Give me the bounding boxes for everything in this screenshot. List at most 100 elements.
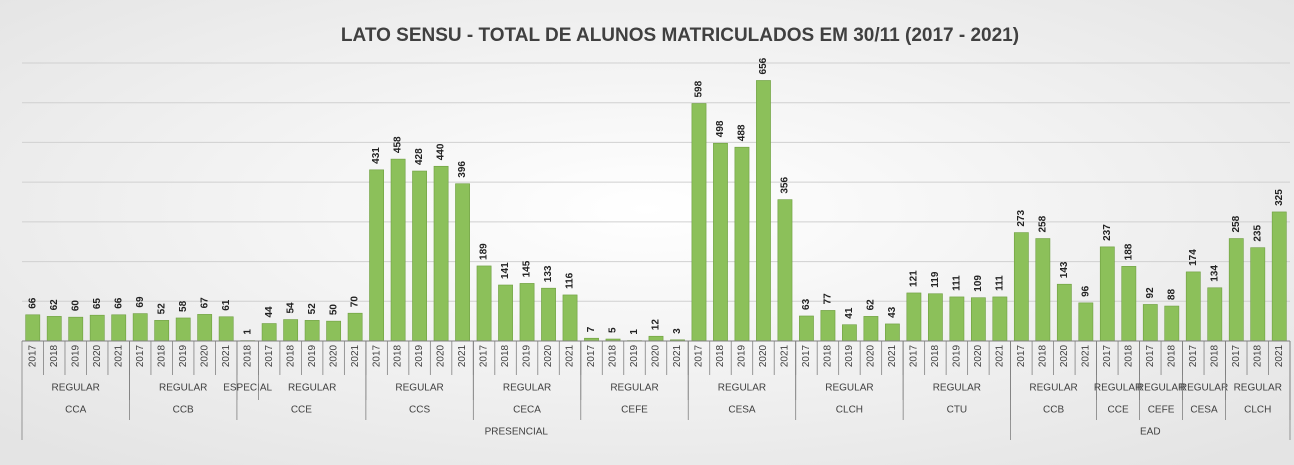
bar (648, 335, 664, 342)
x-tick-label: 2018 (285, 344, 296, 367)
bar (390, 158, 406, 342)
bar (154, 320, 170, 342)
value-label: 54 (285, 302, 296, 314)
bar (111, 314, 127, 342)
x-tick-label: 2019 (844, 344, 855, 367)
bar (218, 316, 234, 342)
value-label: 656 (758, 57, 769, 74)
chart-title: LATO SENSU - TOTAL DE ALUNOS MATRICULADO… (341, 25, 1019, 46)
value-label: 174 (1188, 249, 1199, 266)
x-tick-label: 2021 (457, 344, 468, 367)
center-label: CCS (409, 405, 430, 416)
x-tick-label: 2020 (543, 344, 554, 367)
value-label: 92 (1145, 287, 1156, 299)
bar (949, 296, 965, 342)
x-tick-label: 2018 (156, 344, 167, 367)
bar (412, 170, 427, 342)
x-tick-label: 2020 (866, 344, 877, 367)
value-label: 258 (1231, 215, 1242, 232)
bar (820, 310, 836, 342)
x-tick-label: 2017 (135, 344, 146, 367)
bar (1271, 211, 1287, 342)
value-label: 62 (866, 299, 877, 311)
center-label: CLCH (1244, 405, 1271, 416)
bar (1056, 283, 1072, 342)
x-tick-label: 2018 (1252, 344, 1263, 367)
value-label: 134 (1209, 265, 1220, 282)
x-tick-label: 2019 (178, 344, 189, 367)
x-tick-label: 2021 (672, 344, 683, 367)
x-tick-label: 2020 (328, 344, 339, 367)
x-tick-label: 2021 (565, 344, 576, 367)
bar (197, 314, 213, 342)
value-label: 188 (1123, 243, 1134, 260)
x-tick-label: 2019 (522, 344, 533, 367)
type-label: REGULAR (1180, 383, 1228, 394)
group-label: EAD (1140, 427, 1161, 438)
value-label: 69 (135, 296, 146, 308)
bar (799, 315, 814, 342)
bar (713, 142, 728, 342)
center-label: CLCH (836, 405, 863, 416)
value-label: 58 (178, 300, 189, 312)
bar (519, 283, 535, 342)
x-tick-label: 2017 (1188, 344, 1199, 367)
x-tick-label: 2020 (436, 344, 447, 367)
center-label: CCE (1108, 405, 1129, 416)
type-label: REGULAR (825, 383, 873, 394)
bar (842, 324, 857, 342)
value-label: 1 (242, 329, 253, 335)
bar (906, 292, 922, 342)
x-tick-label: 2018 (500, 344, 511, 367)
bar (498, 284, 513, 342)
value-label: 44 (264, 306, 275, 318)
center-label: CECA (513, 405, 541, 416)
value-label: 237 (1102, 224, 1113, 241)
value-label: 61 (221, 299, 232, 311)
type-label: REGULAR (159, 383, 207, 394)
value-label: 50 (328, 304, 339, 316)
x-tick-label: 2017 (479, 344, 490, 367)
type-label: REGULAR (1094, 383, 1142, 394)
x-tick-label: 2020 (758, 344, 769, 367)
center-label: CTU (947, 405, 968, 416)
x-tick-label: 2021 (350, 344, 361, 367)
value-label: 111 (995, 275, 1006, 291)
x-tick-label: 2021 (887, 344, 898, 367)
x-tick-label: 2018 (1037, 344, 1048, 367)
bar (175, 317, 191, 342)
bar (283, 319, 299, 342)
value-label: 3 (672, 328, 683, 334)
x-tick-label: 2020 (973, 344, 984, 367)
bar (89, 314, 105, 342)
center-label: CESA (1190, 405, 1218, 416)
value-label: 325 (1274, 189, 1285, 206)
value-label: 119 (930, 271, 941, 288)
type-label: REGULAR (1137, 383, 1185, 394)
value-label: 111 (952, 275, 963, 291)
bar (326, 320, 342, 342)
x-tick-label: 2017 (1145, 344, 1156, 367)
bar (46, 316, 62, 342)
x-tick-label: 2020 (92, 344, 103, 367)
value-label: 116 (565, 272, 576, 289)
bar (455, 183, 470, 342)
x-tick-label: 2018 (242, 344, 253, 367)
value-label: 273 (1016, 209, 1027, 226)
value-label: 52 (156, 303, 167, 315)
bar (777, 199, 793, 342)
x-tick-label: 2021 (113, 344, 124, 367)
bar (1013, 232, 1029, 342)
value-label: 488 (737, 124, 748, 141)
bar (68, 316, 84, 342)
type-label: REGULAR (718, 383, 766, 394)
x-tick-label: 2019 (737, 344, 748, 367)
value-label: 141 (500, 262, 511, 279)
value-label: 431 (371, 147, 382, 164)
x-tick-label: 2018 (823, 344, 834, 367)
x-tick-label: 2020 (199, 344, 210, 367)
value-label: 65 (92, 298, 103, 310)
type-label: REGULAR (503, 383, 551, 394)
x-tick-label: 2021 (995, 344, 1006, 367)
